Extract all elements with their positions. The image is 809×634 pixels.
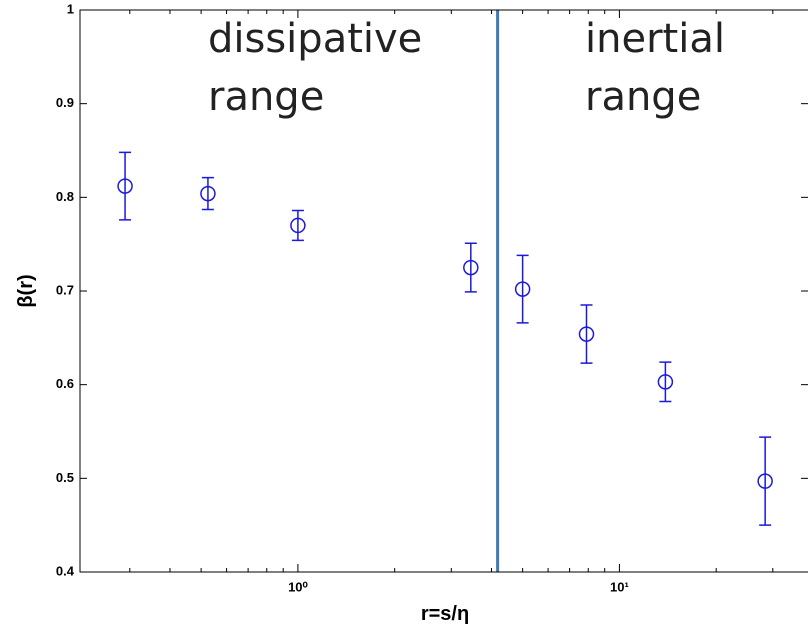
y-tick-label: 0.8	[56, 189, 74, 204]
data-point	[200, 185, 216, 202]
y-tick-label: 0.6	[56, 376, 74, 391]
annotation: dissipative	[208, 16, 422, 62]
data-point	[578, 326, 595, 342]
error-bar	[516, 254, 529, 324]
x-axis-label: r=s/η	[421, 603, 469, 625]
x-tick-label: 10¹	[610, 579, 629, 594]
error-bar	[201, 176, 214, 211]
y-tick-label: 0.4	[56, 563, 75, 578]
annotation: range	[208, 74, 324, 120]
data-point	[463, 259, 479, 276]
data-point	[290, 217, 306, 234]
y-tick-label: 0.5	[56, 470, 74, 485]
error-bar	[119, 151, 132, 221]
error-bar	[759, 436, 772, 526]
error-bar	[291, 209, 304, 242]
annotation: range	[585, 74, 701, 120]
error-bar	[464, 242, 477, 293]
error-bar	[659, 361, 672, 403]
y-tick-label: 0.7	[56, 282, 74, 297]
data-point	[514, 281, 531, 297]
y-tick-label: 1	[67, 1, 74, 16]
data-point	[757, 473, 773, 489]
data-point	[117, 178, 133, 194]
y-tick-label: 0.9	[56, 95, 74, 110]
error-bar	[580, 304, 593, 364]
data-point	[657, 374, 674, 390]
y-axis-label: β(r)	[15, 274, 37, 307]
annotation: inertial	[585, 16, 725, 62]
x-tick-label: 10⁰	[288, 579, 308, 594]
